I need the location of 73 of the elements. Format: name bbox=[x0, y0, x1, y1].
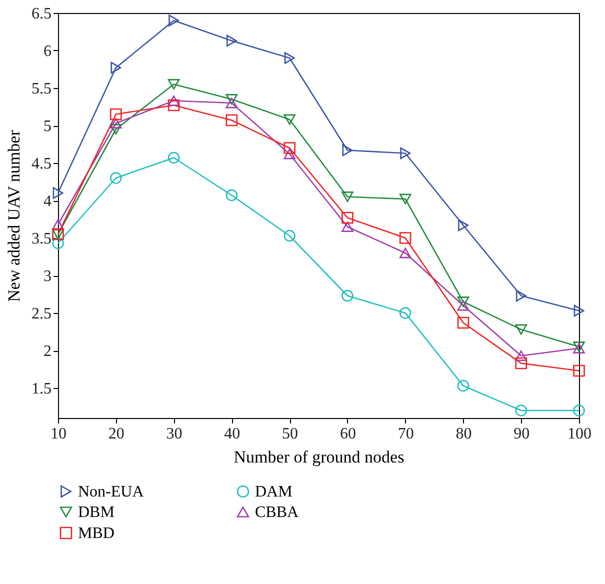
point bbox=[226, 94, 238, 104]
point bbox=[52, 237, 64, 250]
point bbox=[284, 142, 296, 154]
x-tick-label: 100 bbox=[568, 426, 592, 442]
point bbox=[226, 34, 237, 47]
point bbox=[110, 124, 122, 134]
point bbox=[400, 147, 411, 160]
legend-label: CBBA bbox=[255, 504, 300, 521]
point bbox=[457, 296, 470, 307]
point bbox=[342, 144, 353, 156]
point bbox=[458, 219, 468, 232]
point bbox=[284, 114, 296, 125]
point bbox=[457, 300, 470, 311]
point bbox=[574, 304, 584, 317]
point bbox=[515, 350, 528, 361]
point bbox=[168, 79, 180, 90]
point bbox=[110, 62, 122, 74]
point bbox=[110, 118, 122, 128]
x-tick-label: 50 bbox=[282, 426, 298, 442]
point bbox=[110, 108, 122, 120]
y-tick-label: 2.5 bbox=[32, 306, 52, 322]
x-tick-label: 90 bbox=[514, 426, 530, 442]
legend-label: DBM bbox=[78, 504, 114, 521]
x-axis-title: Number of ground nodes bbox=[234, 448, 404, 466]
point bbox=[399, 232, 412, 244]
point bbox=[457, 380, 470, 392]
y-tick-label: 4 bbox=[44, 193, 52, 210]
y-tick-label: 6.5 bbox=[32, 6, 52, 22]
x-tick-label: 20 bbox=[108, 426, 124, 442]
legend-label: MBD bbox=[78, 525, 114, 542]
y-tick-label: 3 bbox=[44, 268, 52, 285]
y-tick-label: 1.5 bbox=[32, 380, 52, 398]
x-tick-label: 40 bbox=[224, 426, 240, 442]
y-tick-label: 4.5 bbox=[32, 156, 52, 172]
point bbox=[573, 404, 585, 416]
y-tick-label: 2 bbox=[44, 343, 52, 360]
point bbox=[284, 148, 296, 160]
legend-label: Non-EUA bbox=[78, 483, 144, 500]
point bbox=[342, 222, 354, 232]
x-tick-label: 30 bbox=[166, 426, 182, 442]
point bbox=[168, 152, 180, 164]
point bbox=[284, 230, 296, 242]
y-tick-label: 5 bbox=[44, 118, 52, 135]
point bbox=[516, 290, 526, 302]
point bbox=[110, 172, 122, 184]
point bbox=[573, 364, 585, 377]
point bbox=[168, 99, 180, 112]
point bbox=[342, 192, 354, 202]
point bbox=[515, 324, 528, 335]
x-tick-label: 70 bbox=[398, 426, 414, 442]
point bbox=[342, 290, 354, 302]
point bbox=[168, 96, 180, 106]
point bbox=[399, 248, 412, 258]
point bbox=[52, 187, 64, 199]
y-tick-label: 3.5 bbox=[32, 230, 52, 248]
point bbox=[399, 307, 412, 319]
point bbox=[226, 114, 238, 126]
legend-label: DAM bbox=[255, 483, 292, 500]
point bbox=[168, 14, 179, 26]
point bbox=[457, 316, 470, 329]
point bbox=[284, 52, 295, 64]
x-tick-label: 80 bbox=[456, 426, 472, 442]
point bbox=[515, 404, 528, 416]
point bbox=[342, 212, 354, 224]
point bbox=[226, 98, 238, 108]
y-axis-title: New added UAV number bbox=[4, 130, 24, 302]
x-tick-label: 10 bbox=[50, 426, 66, 442]
point bbox=[399, 194, 412, 204]
y-tick-label: 6 bbox=[44, 43, 52, 60]
x-tick-label: 60 bbox=[340, 426, 356, 442]
y-tick-label: 5.5 bbox=[32, 80, 52, 98]
point bbox=[515, 357, 528, 370]
point bbox=[226, 189, 238, 202]
